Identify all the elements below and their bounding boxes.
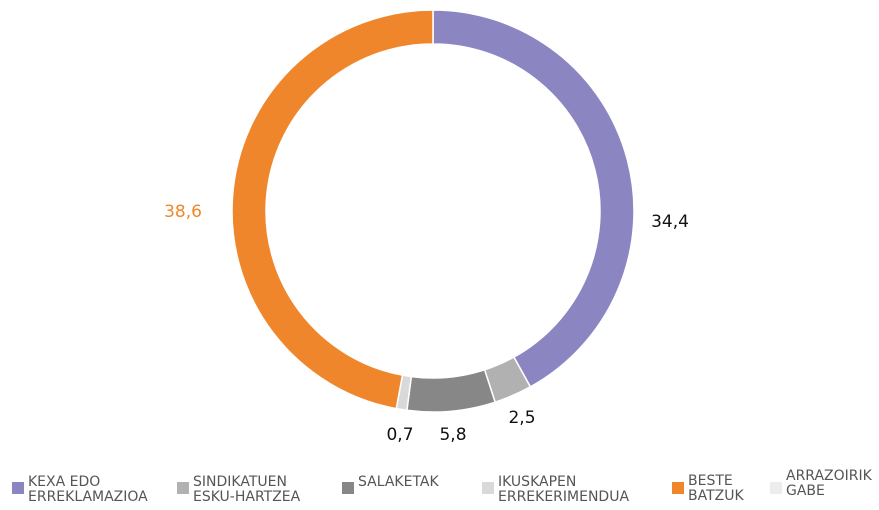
legend-label: SINDIKATUEN ESKU-HARTZEA (193, 474, 301, 505)
legend-label: BESTE BATZUK (688, 473, 744, 504)
legend-label: IKUSKAPEN ERREKERIMENDUA (498, 474, 630, 505)
legend-swatch (770, 482, 782, 494)
legend-label: SALAKETAK (358, 474, 439, 490)
legend-swatch (342, 482, 354, 494)
legend-label: KEXA EDO ERREKLAMAZIOA (28, 474, 148, 505)
data-label: 2,5 (508, 408, 535, 428)
data-label: 5,8 (439, 425, 466, 445)
data-label: 38,6 (164, 202, 202, 222)
donut-segment (432, 9, 635, 388)
donut-segment (406, 368, 497, 413)
legend-swatch (177, 482, 189, 494)
legend-label: ARRAZOIRIK GABE (786, 468, 872, 499)
data-label: 34,4 (651, 212, 689, 232)
donut-segment (231, 9, 434, 410)
legend-swatch (482, 482, 494, 494)
legend-swatch (12, 482, 24, 494)
legend-swatch (672, 482, 684, 494)
data-label: 0,7 (386, 425, 413, 445)
